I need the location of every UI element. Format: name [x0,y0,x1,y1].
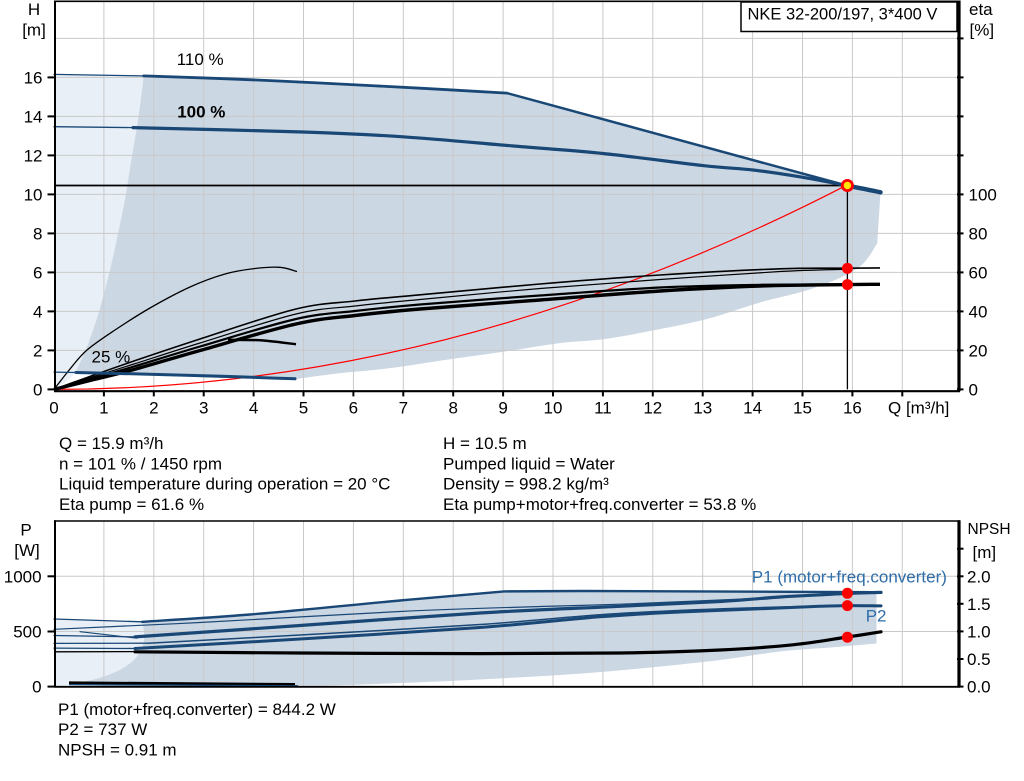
svg-text:8: 8 [448,398,457,417]
svg-text:0: 0 [969,381,978,400]
svg-text:0: 0 [32,678,41,697]
svg-text:10: 10 [544,398,563,417]
svg-text:16: 16 [24,69,43,88]
svg-text:Liquid temperature during oper: Liquid temperature during operation = 20… [59,475,390,494]
svg-text:80: 80 [969,225,988,244]
svg-text:100 %: 100 % [177,102,225,121]
svg-text:NPSH: NPSH [968,521,1011,538]
svg-text:1.0: 1.0 [967,623,991,642]
svg-text:[W]: [W] [14,541,40,560]
svg-text:16: 16 [843,398,862,417]
svg-text:2: 2 [33,342,42,361]
svg-text:4: 4 [33,303,42,322]
svg-text:NPSH = 0.91 m: NPSH = 0.91 m [58,740,177,759]
svg-text:1000: 1000 [4,567,42,586]
svg-text:4: 4 [249,398,258,417]
svg-text:7: 7 [399,398,408,417]
svg-text:12: 12 [643,398,662,417]
svg-text:40: 40 [969,303,988,322]
svg-text:NKE 32-200/197, 3*400 V: NKE 32-200/197, 3*400 V [748,6,938,24]
svg-text:10: 10 [24,186,43,205]
svg-text:Pumped liquid = Water: Pumped liquid = Water [443,454,615,473]
svg-text:12: 12 [24,147,43,166]
svg-text:1: 1 [99,398,108,417]
svg-text:H: H [28,0,40,19]
svg-text:11: 11 [594,398,612,417]
svg-text:13: 13 [693,398,712,417]
svg-text:25 %: 25 % [92,348,131,367]
svg-text:8: 8 [33,225,42,244]
svg-text:1.5: 1.5 [967,595,991,614]
svg-text:2: 2 [149,398,158,417]
svg-text:0.5: 0.5 [967,650,991,669]
svg-text:100: 100 [969,186,997,205]
svg-text:Q = 15.9 m³/h: Q = 15.9 m³/h [59,434,163,453]
svg-text:eta: eta [969,0,993,19]
svg-text:Q [m³/h]: Q [m³/h] [888,398,949,417]
svg-text:P: P [20,520,31,539]
svg-text:0.0: 0.0 [967,678,991,697]
svg-text:20: 20 [969,342,988,361]
svg-text:3: 3 [199,398,208,417]
svg-text:9: 9 [498,398,507,417]
svg-text:P1 (motor+freq.converter) = 84: P1 (motor+freq.converter) = 844.2 W [58,700,336,719]
svg-text:P2: P2 [866,607,887,626]
svg-text:14: 14 [743,398,762,417]
svg-text:2.0: 2.0 [967,567,991,586]
svg-text:P2 = 737 W: P2 = 737 W [58,720,147,739]
svg-text:[%]: [%] [970,21,995,40]
svg-text:H = 10.5 m: H = 10.5 m [443,434,527,453]
svg-text:6: 6 [33,264,42,283]
svg-text:P1 (motor+freq.converter): P1 (motor+freq.converter) [752,568,947,587]
svg-text:5: 5 [299,398,308,417]
svg-text:14: 14 [24,108,43,127]
svg-text:n = 101 % / 1450 rpm: n = 101 % / 1450 rpm [59,454,222,473]
svg-text:500: 500 [13,623,41,642]
svg-text:Eta pump+motor+freq.converter: Eta pump+motor+freq.converter = 53.8 % [443,495,756,514]
svg-text:6: 6 [349,398,358,417]
svg-text:60: 60 [969,264,988,283]
svg-text:0: 0 [33,381,42,400]
svg-text:[m]: [m] [22,21,46,40]
svg-text:0: 0 [49,398,58,417]
svg-text:Eta pump = 61.6 %: Eta pump = 61.6 % [59,495,204,514]
svg-text:Density = 998.2 kg/m³: Density = 998.2 kg/m³ [443,475,609,494]
svg-text:110 %: 110 % [177,50,224,69]
svg-text:15: 15 [793,398,812,417]
svg-text:[m]: [m] [973,543,997,562]
